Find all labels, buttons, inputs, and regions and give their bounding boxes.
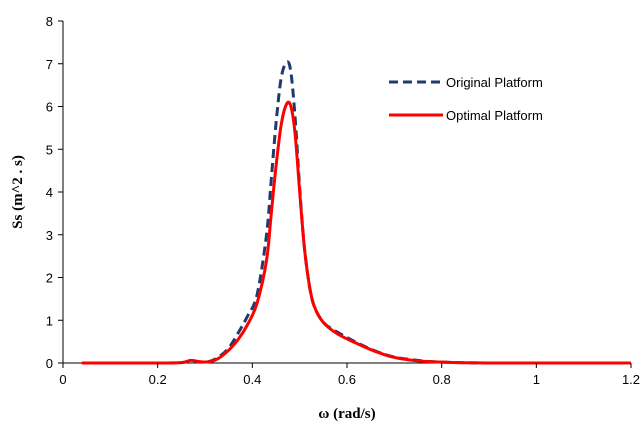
x-tick-label: 0.4 xyxy=(243,372,261,387)
x-tick-label: 0.6 xyxy=(338,372,356,387)
series-layer xyxy=(81,60,631,365)
legend: Original Platform Optimal Platform xyxy=(389,75,543,123)
y-tick-label: 5 xyxy=(46,142,53,157)
y-tick-label: 2 xyxy=(46,271,53,286)
x-tick-label: 0.2 xyxy=(149,372,167,387)
legend-label-original: Original Platform xyxy=(446,75,543,90)
y-tick-label: 4 xyxy=(46,185,53,200)
x-tick-label: 0.8 xyxy=(433,372,451,387)
y-tick-label: 8 xyxy=(46,14,53,29)
x-tick-label: 0 xyxy=(59,372,66,387)
y-tick-label: 0 xyxy=(46,356,53,371)
y-tick-label: 3 xyxy=(46,228,53,243)
y-tick-label: 1 xyxy=(46,313,53,328)
x-axis-title: ω (rad/s) xyxy=(318,406,375,422)
y-tick-label: 6 xyxy=(46,100,53,115)
legend-label-optimal: Optimal Platform xyxy=(446,108,543,123)
y-axis-title: Ss (m^2 . s) xyxy=(10,155,26,229)
axis-ticks: 0 0.2 0.4 0.6 0.8 1 1.2 0 1 2 3 4 5 6 7 8 xyxy=(46,14,640,387)
series-line-optimal xyxy=(81,100,631,365)
plot-area xyxy=(62,21,631,364)
x-tick-label: 1.2 xyxy=(622,372,640,387)
series-line-original xyxy=(81,60,631,365)
y-tick-label: 7 xyxy=(46,57,53,72)
x-tick-label: 1 xyxy=(533,372,540,387)
